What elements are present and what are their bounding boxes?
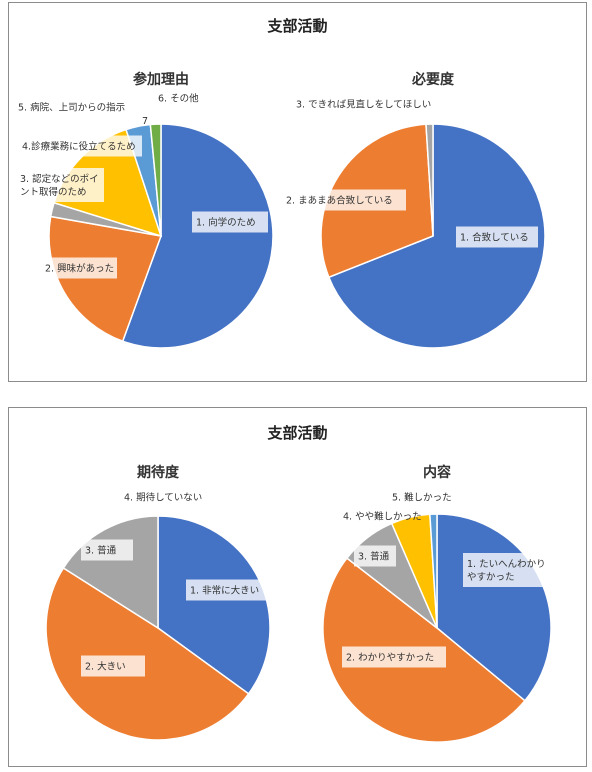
pie-slice-1 xyxy=(121,123,274,349)
data-label: 1. 非常に大きい xyxy=(190,585,259,597)
data-label: 1. たいへんわかり xyxy=(467,559,546,570)
data-label: 4.診療業務に役立てるため xyxy=(22,141,136,153)
panel-title: 支部活動 xyxy=(267,17,328,35)
pie-chart-3: 期待度 1. 非常に大きい 2. 大きい 3. 普通 4. 期待していない xyxy=(45,464,271,741)
data-label: 2. わかりやすかった xyxy=(346,653,434,664)
data-label-box xyxy=(18,135,142,157)
chart-title: 必要度 xyxy=(411,71,455,88)
small-data-label: 7 xyxy=(142,116,148,127)
data-label: 3. 普通 xyxy=(358,551,390,563)
data-label-box xyxy=(456,226,538,248)
data-label: 6. その他 xyxy=(158,93,199,105)
data-label: 2. 興味があった xyxy=(45,263,114,275)
chart-title: 内容 xyxy=(423,464,451,481)
data-label-box xyxy=(342,646,446,668)
data-label: 2. まあまあ合致している xyxy=(286,195,393,207)
data-label-box xyxy=(282,189,406,211)
data-label: 4. やや難しかった xyxy=(343,511,422,523)
data-label-box xyxy=(354,545,396,567)
data-label-box xyxy=(186,579,266,601)
data-label-box xyxy=(81,539,133,561)
pie-slice-1 xyxy=(327,123,546,349)
data-label: 3. 認定などのポイ xyxy=(20,173,99,185)
data-label: 3. 普通 xyxy=(85,545,117,557)
data-label: 4. 期待していない xyxy=(124,492,202,504)
data-label-box xyxy=(16,168,104,202)
data-label: 2. 大きい xyxy=(85,661,126,673)
chart-title: 期待度 xyxy=(137,464,180,481)
data-label: 3. できれば見直しをしてほしい xyxy=(296,99,431,111)
pie-slice-2 xyxy=(48,215,163,343)
chart-title: 参加理由 xyxy=(133,71,189,88)
pie-slice-3 xyxy=(425,123,434,237)
data-label-box xyxy=(192,211,268,233)
data-label-box xyxy=(41,257,117,279)
data-label: 5. 難しかった xyxy=(392,492,452,504)
pie-slice-5 xyxy=(429,513,438,629)
data-label: 5. 病院、上司からの指示 xyxy=(18,102,125,114)
pie-slice-1 xyxy=(157,515,271,695)
data-label: ント取得のため xyxy=(20,186,87,198)
pie-slice-6 xyxy=(149,123,162,237)
data-label-box xyxy=(463,553,547,587)
pie-slice-2 xyxy=(45,566,250,741)
data-label: 1. 合致している xyxy=(460,232,529,244)
pie-chart-2: 必要度 1. 合致している 2. まあまあ合致している 3. できれば見直しをしてほし… xyxy=(282,71,546,349)
data-label: 1. 向学のため xyxy=(196,217,256,229)
data-label: やすかった xyxy=(467,572,515,583)
panel-title: 支部活動 xyxy=(267,424,328,442)
data-label-box xyxy=(81,655,145,677)
